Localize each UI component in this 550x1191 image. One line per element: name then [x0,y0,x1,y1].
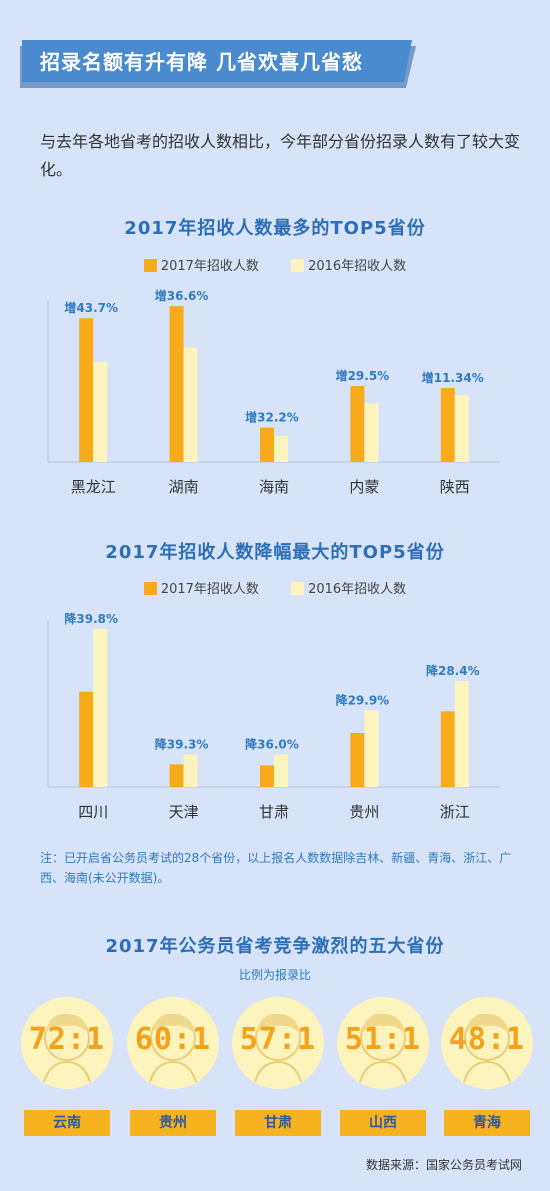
province-tag: 云南 [24,1110,110,1136]
competition-subtitle: 比例为报录比 [238,968,311,982]
legend-item-2017: 2017年招收人数 [143,255,259,274]
bar-2017-0 [79,318,94,462]
legend-item-2016: 2016年招收人数 [291,255,406,274]
chart-1: 增43.7% 黑龙江 增36.6% 湖南 增32.2% 海南 增29.5% 内蒙 增11.34%… [47,288,500,496]
chart-2-legend: 2017年招收人数 2016年招收人数 [0,578,550,597]
legend-swatch-2017 [143,259,157,272]
ratio-value: 72:1 [28,1022,106,1057]
data-label: 增11.34% [422,370,484,385]
bar-2017-4 [440,388,455,462]
intro-text: 与去年各地省考的招收人数相比，今年部分省份招录人数有了较大变化。 [40,132,521,179]
face-icon [337,997,429,1089]
legend-swatch-2016 [291,582,305,595]
chart-1-title: 2017年招收人数最多的TOP5省份 [124,218,426,239]
province-tag: 山西 [340,1110,426,1136]
data-label: 降39.8% [64,611,118,626]
x-tick-label: 贵州 [349,803,379,821]
data-label: 增36.6% [155,288,209,303]
competition-card: 60:1 贵州 [126,996,220,1156]
bar-2016-4 [454,395,469,462]
province-tag: 甘肃 [235,1110,321,1136]
footnote: 注：已开启省公务员考试的28个省份，以上报名人数数据除吉林、新疆、青海、浙江、广… [40,851,512,885]
x-tick-label: 陕西 [440,478,470,496]
data-label: 降39.3% [155,737,209,752]
x-tick-label: 海南 [259,478,289,496]
competition-card: 57:1 甘肃 [231,996,325,1156]
face-icon [441,997,533,1089]
bar-2017-1 [169,764,184,787]
data-label: 降36.0% [245,737,299,752]
x-tick-label: 甘肃 [259,803,289,821]
x-tick-label: 内蒙 [349,478,379,496]
x-tick-label: 天津 [169,803,199,821]
bar-2016-1 [183,347,198,462]
x-tick-label: 黑龙江 [71,478,116,496]
legend-swatch-2017 [143,582,157,595]
bar-2016-3 [364,710,379,787]
data-label: 增43.7% [64,300,118,315]
legend-swatch-2016 [291,259,305,272]
bar-2017-0 [79,691,94,787]
ratio-value: 48:1 [448,1022,526,1057]
data-label: 降28.4% [426,663,480,678]
bar-2017-2 [260,427,274,462]
bar-2016-0 [93,361,108,462]
ratio-value: 51:1 [344,1022,422,1057]
x-tick-label: 浙江 [440,803,470,821]
competition-card: 51:1 山西 [336,996,430,1156]
competition-title: 2017年公务员省考竞争激烈的五大省份 [105,936,445,957]
bar-2017-1 [169,306,184,462]
bar-2017-4 [440,711,455,787]
bar-2016-3 [364,403,379,462]
chart-2-title: 2017年招收人数降幅最大的TOP5省份 [105,542,445,563]
chart-2: 降39.8% 四川 降39.3% 天津 降36.0% 甘肃 降29.9% 贵州 降28.4% 浙江 [47,611,500,821]
x-tick-label: 四川 [78,803,108,821]
data-label: 降29.9% [336,692,390,707]
page-title: 招录名额有升有降 几省欢喜几省愁 [40,50,363,74]
data-source: 数据来源：国家公务员考试网 [365,1158,522,1172]
x-tick-label: 湖南 [169,478,199,496]
bar-2016-1 [183,754,198,787]
ratio-value: 60:1 [134,1022,212,1057]
bar-2016-0 [93,628,108,787]
legend-item-2017: 2017年招收人数 [143,578,259,597]
competition-card: 72:1 云南 [20,996,114,1156]
chart-1-legend: 2017年招收人数 2016年招收人数 [0,255,550,274]
bar-2016-4 [454,680,469,787]
bar-2016-2 [274,435,288,462]
bar-2017-2 [260,765,274,787]
competition-card: 48:1 青海 [440,996,534,1156]
data-label: 增32.2% [245,410,299,425]
header-banner [20,40,416,88]
province-tag: 贵州 [130,1110,216,1136]
face-icon [127,997,219,1089]
legend-item-2016: 2016年招收人数 [291,578,406,597]
face-icon [21,997,113,1089]
data-label: 增29.5% [336,368,390,383]
bar-2017-3 [350,732,365,787]
face-icon [232,997,324,1089]
bar-2017-3 [350,386,365,462]
ratio-value: 57:1 [239,1022,317,1057]
province-tag: 青海 [444,1110,530,1136]
bar-2016-2 [274,754,288,787]
